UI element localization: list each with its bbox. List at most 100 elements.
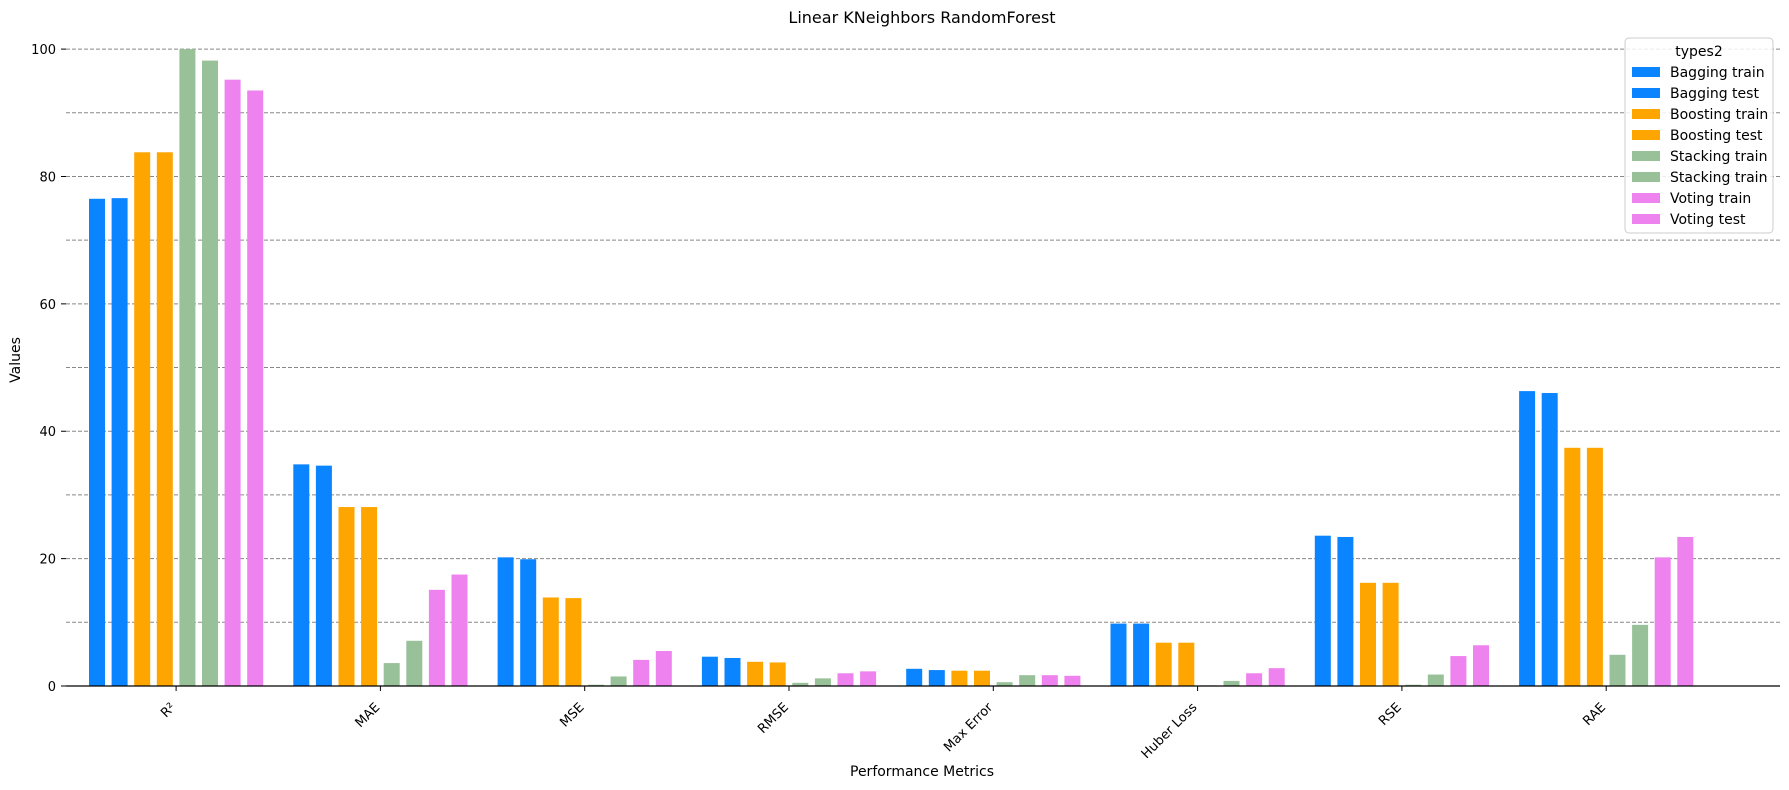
legend-swatch	[1632, 172, 1660, 182]
bar	[1632, 624, 1649, 686]
bar	[338, 507, 355, 686]
bar	[747, 661, 764, 686]
bar	[633, 659, 650, 686]
bar	[111, 198, 128, 686]
bar	[1133, 623, 1150, 686]
bar	[610, 676, 627, 686]
bar	[724, 657, 741, 686]
x-tick-label: MSE	[557, 700, 587, 730]
bar	[1405, 684, 1422, 686]
y-tick-label: 100	[31, 43, 56, 58]
bar	[1223, 680, 1240, 686]
bar	[1473, 645, 1489, 686]
bar	[701, 656, 718, 686]
bar	[315, 465, 332, 686]
bar	[156, 152, 173, 686]
bar	[1041, 675, 1058, 686]
bar	[1427, 674, 1444, 686]
legend-swatch	[1632, 109, 1660, 119]
bar	[1564, 447, 1581, 686]
bar	[520, 559, 537, 686]
bar	[1586, 447, 1603, 686]
bar	[1382, 582, 1399, 686]
legend-title: types2	[1675, 44, 1722, 60]
bar	[293, 464, 310, 686]
x-axis: R² MAE MSE RMSE Max Error Huber Loss RSE RAE	[158, 686, 1609, 762]
bar	[1155, 642, 1172, 686]
x-tick-label: Huber Loss	[1139, 700, 1201, 762]
bar	[792, 682, 809, 686]
x-tick-label: RAE	[1580, 700, 1609, 729]
bar	[769, 662, 786, 686]
bar	[1677, 536, 1694, 686]
legend-frame	[1624, 37, 1774, 234]
bar	[428, 589, 445, 686]
legend-swatch	[1632, 88, 1660, 98]
y-axis: 0 20 40 60 80 100	[31, 43, 66, 695]
bar	[928, 670, 945, 686]
bar	[224, 79, 241, 686]
bar	[406, 640, 423, 686]
bar	[588, 684, 604, 686]
legend-label: Bagging train	[1670, 65, 1765, 81]
bar	[202, 60, 218, 687]
x-tick-label: RSE	[1376, 700, 1405, 729]
bar	[974, 670, 990, 686]
legend-label: Boosting test	[1670, 128, 1763, 144]
legend-label: Bagging test	[1670, 86, 1759, 102]
bar	[1360, 582, 1376, 686]
legend-swatch	[1632, 193, 1660, 203]
x-tick-label: R²	[158, 700, 179, 721]
legend-label: Stacking train	[1670, 170, 1767, 186]
x-tick-label: Max Error	[941, 700, 996, 755]
bar	[1654, 557, 1671, 686]
bar	[1246, 673, 1263, 686]
legend-swatch	[1632, 151, 1660, 161]
bar	[996, 682, 1013, 686]
bar	[565, 598, 582, 686]
y-tick-label: 80	[39, 170, 56, 185]
bar	[1314, 535, 1331, 686]
bar	[1268, 668, 1285, 686]
bar	[655, 650, 672, 686]
bar	[837, 673, 854, 686]
bar	[134, 152, 151, 686]
x-axis-label: Performance Metrics	[850, 764, 994, 780]
bar	[906, 668, 923, 686]
y-tick-label: 0	[48, 680, 56, 695]
legend-label: Voting train	[1670, 191, 1751, 207]
bar	[542, 597, 559, 686]
bar	[451, 574, 468, 686]
bar	[383, 663, 400, 686]
bar	[1019, 675, 1036, 686]
x-tick-label: RMSE	[755, 700, 792, 737]
legend-label: Boosting train	[1670, 107, 1768, 123]
bar	[814, 678, 831, 686]
legend-label: Voting test	[1670, 212, 1746, 228]
bar	[247, 90, 264, 686]
bar	[1541, 393, 1558, 686]
y-axis-label: Values	[8, 337, 24, 383]
bar	[1337, 536, 1354, 686]
legend-swatch	[1632, 214, 1660, 224]
bar	[860, 671, 877, 686]
legend: types2 Bagging train Bagging test Boosting…	[1624, 37, 1774, 234]
legend-label: Stacking train	[1670, 149, 1767, 165]
bar	[1178, 642, 1195, 686]
bar	[1450, 656, 1467, 686]
legend-swatch	[1632, 130, 1660, 140]
bar	[361, 507, 378, 686]
bar	[951, 670, 968, 686]
bars-group	[89, 49, 1694, 687]
y-tick-label: 60	[39, 298, 56, 313]
y-tick-label: 20	[39, 553, 56, 568]
y-tick-label: 40	[39, 425, 56, 440]
legend-swatch	[1632, 67, 1660, 77]
bar	[497, 557, 514, 686]
bar	[1519, 391, 1536, 686]
chart-title: Linear KNeighbors RandomForest	[788, 8, 1055, 27]
bar	[1064, 675, 1081, 686]
grid-lines	[66, 48, 1780, 623]
bar	[1110, 623, 1127, 686]
bar	[1609, 654, 1626, 686]
